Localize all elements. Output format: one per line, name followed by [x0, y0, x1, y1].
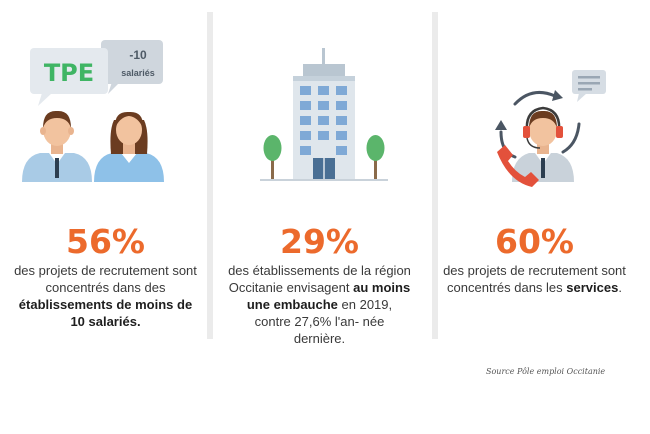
stat-description-after: .: [618, 280, 622, 295]
stat-percent: 56%: [66, 222, 145, 261]
stat-description: des projets de recrutement sont concentr…: [8, 262, 203, 330]
stat-description-text: des établissements de la région Occitani…: [228, 263, 411, 295]
stat-description: des établissements de la région Occitani…: [222, 262, 417, 347]
tpe-illustration: -10 salariés TPE: [22, 40, 164, 182]
stat-block: 60% des projets de recrutement sont conc…: [437, 222, 632, 296]
stat-panel-small-businesses: -10 salariés TPE 56%: [8, 12, 203, 339]
chat-bubble-icon: [572, 70, 606, 102]
stat-description-after: en 2019, contre 27,6% l'an- née dernière…: [254, 297, 393, 346]
stat-description-bold: établissements de moins de 10 salariés.: [18, 297, 193, 329]
tree-icon: [366, 135, 385, 180]
office-building-icon: [293, 48, 355, 180]
businessman-icon: [22, 110, 92, 182]
panel-divider-1: [207, 12, 213, 339]
stat-panel-services: 60% des projets de recrutement sont conc…: [437, 12, 632, 339]
stat-block: 29% des établissements de la région Occi…: [222, 222, 417, 347]
stat-block: 56% des projets de recrutement sont conc…: [8, 222, 203, 330]
businesswoman-icon: [94, 111, 164, 182]
stat-description: des projets de recrutement sont concentr…: [437, 262, 632, 296]
panel-divider-2: [432, 12, 438, 339]
source-caption: Source Pôle emploi Occitanie: [486, 367, 606, 376]
stat-description-text: des projets de recrutement sont concentr…: [14, 263, 197, 295]
tree-icon: [263, 135, 282, 180]
stat-description-bold: services: [566, 280, 619, 295]
stat-percent: 60%: [495, 222, 574, 261]
speech-bubble-small-icon: -10 salariés: [101, 40, 163, 94]
bubble-tpe-label: TPE: [44, 59, 94, 87]
phone-icon: [497, 145, 539, 187]
call-center-agent-icon: [512, 106, 574, 182]
stat-description-text: des projets de recrutement sont concentr…: [443, 263, 626, 295]
bubble-caption: salariés: [121, 68, 155, 78]
stat-percent: 29%: [280, 222, 359, 261]
speech-bubble-icon: TPE: [30, 48, 108, 106]
stat-panel-hiring-establishments: 29% des établissements de la région Occi…: [222, 12, 417, 346]
office-illustration: [260, 48, 388, 181]
call-center-illustration: [495, 70, 606, 187]
stat-description-bold: au moins une embauche: [246, 280, 411, 312]
bubble-number: -10: [129, 48, 147, 62]
